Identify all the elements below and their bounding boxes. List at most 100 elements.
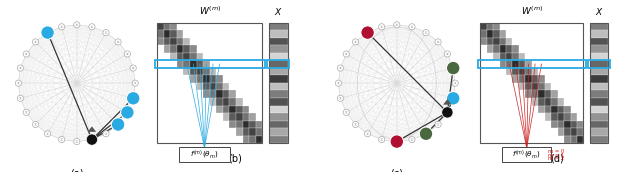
Bar — [570, 136, 577, 143]
Bar — [480, 68, 486, 75]
Bar — [203, 45, 210, 53]
Bar — [519, 83, 525, 90]
Bar — [210, 83, 216, 90]
Text: $W^{(m)}$: $W^{(m)}$ — [198, 5, 221, 17]
Circle shape — [379, 24, 385, 30]
Bar — [493, 38, 500, 45]
Circle shape — [353, 39, 358, 45]
Circle shape — [419, 127, 433, 141]
Bar — [590, 68, 609, 75]
Bar — [480, 53, 486, 60]
Bar — [545, 60, 551, 68]
Bar — [519, 23, 525, 30]
Bar — [557, 83, 564, 90]
Bar — [243, 106, 249, 113]
Bar — [493, 136, 500, 143]
Bar — [210, 98, 216, 106]
Bar — [249, 90, 256, 98]
Polygon shape — [76, 24, 78, 26]
Circle shape — [103, 30, 109, 36]
Polygon shape — [134, 82, 136, 84]
Bar — [196, 60, 203, 68]
Bar — [570, 45, 577, 53]
Bar — [269, 106, 288, 113]
Bar — [551, 90, 557, 98]
Bar — [170, 68, 177, 75]
Bar — [177, 53, 184, 60]
Bar — [519, 121, 525, 128]
Bar — [538, 113, 545, 121]
Circle shape — [409, 24, 415, 30]
Bar — [545, 53, 551, 60]
Bar — [256, 90, 262, 98]
Bar — [236, 128, 243, 136]
Bar — [196, 90, 203, 98]
Bar — [249, 106, 256, 113]
Bar — [177, 90, 184, 98]
Bar — [223, 83, 230, 90]
Bar — [557, 121, 564, 128]
Bar — [480, 38, 486, 45]
Bar — [480, 106, 486, 113]
Circle shape — [45, 131, 51, 137]
Bar — [500, 121, 506, 128]
Bar — [545, 128, 551, 136]
Bar — [269, 45, 288, 53]
Bar — [557, 75, 564, 83]
Text: $f^{(m)}(\theta_m)$: $f^{(m)}(\theta_m)$ — [513, 148, 541, 161]
Text: (b): (b) — [228, 153, 242, 163]
Bar — [486, 113, 493, 121]
Text: m = 1: m = 1 — [548, 153, 564, 158]
Bar — [184, 90, 190, 98]
Bar — [538, 90, 545, 98]
Circle shape — [452, 80, 458, 86]
Bar — [551, 83, 557, 90]
Bar — [577, 45, 584, 53]
FancyBboxPatch shape — [502, 147, 551, 162]
Bar — [190, 30, 196, 38]
Bar — [532, 128, 538, 136]
Bar — [557, 68, 564, 75]
Bar — [256, 113, 262, 121]
Bar — [203, 23, 210, 30]
Bar — [557, 136, 564, 143]
Polygon shape — [454, 82, 456, 84]
Bar — [538, 45, 545, 53]
Bar — [545, 45, 551, 53]
Bar — [545, 23, 551, 30]
Bar — [249, 60, 256, 68]
Bar — [480, 23, 486, 30]
Bar — [506, 121, 513, 128]
Bar — [210, 38, 216, 45]
Bar — [551, 106, 557, 113]
Bar — [570, 60, 577, 68]
Bar — [203, 60, 210, 68]
Bar — [164, 30, 170, 38]
Bar — [480, 121, 486, 128]
Bar — [196, 136, 203, 143]
Bar — [177, 23, 184, 30]
Polygon shape — [25, 53, 28, 55]
Bar — [203, 98, 210, 106]
Bar — [164, 53, 170, 60]
Bar — [545, 98, 551, 106]
Bar — [564, 121, 570, 128]
Circle shape — [353, 121, 358, 128]
Bar — [506, 75, 513, 83]
Bar — [256, 53, 262, 60]
Bar — [157, 23, 164, 30]
Bar — [184, 53, 190, 60]
Bar — [570, 83, 577, 90]
Bar — [525, 60, 532, 68]
Bar — [486, 90, 493, 98]
Bar — [223, 38, 230, 45]
Bar — [223, 106, 230, 113]
Bar — [538, 53, 545, 60]
Bar — [203, 75, 210, 83]
Bar — [216, 128, 223, 136]
Bar — [210, 68, 216, 75]
Bar — [184, 121, 190, 128]
Bar — [157, 60, 164, 68]
Bar — [236, 83, 243, 90]
Bar — [590, 90, 609, 98]
